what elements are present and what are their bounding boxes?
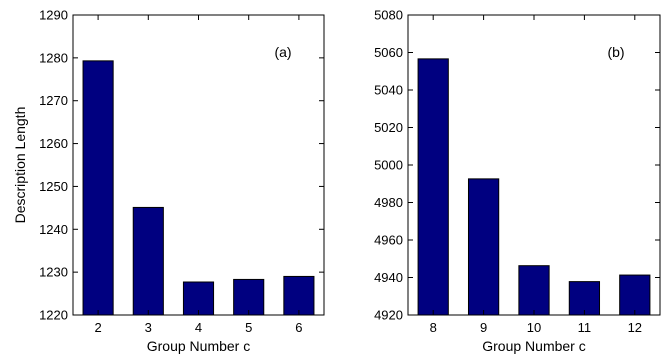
y-tick-label: 1220: [39, 308, 68, 323]
x-tick-label: 3: [145, 320, 152, 335]
bar-12: [619, 274, 651, 316]
y-tick-label: 1280: [39, 50, 68, 65]
x-tick-label: 9: [480, 320, 487, 335]
x-tick-label: 5: [245, 320, 252, 335]
y-tick-label: 5000: [374, 158, 403, 173]
y-tick-label: 1250: [39, 179, 68, 194]
y-tick-label: 4920: [374, 308, 403, 323]
y-tick-label: 1290: [39, 8, 68, 23]
y-tick-label: 4960: [374, 233, 403, 248]
bar-5: [233, 278, 265, 316]
bar-9: [467, 178, 500, 316]
x-axis-label: Group Number c: [482, 338, 585, 354]
y-axis-label: Description Length: [12, 107, 28, 224]
y-tick-label: 5020: [374, 120, 403, 135]
x-axis-label: Group Number c: [147, 338, 250, 354]
y-tick-label: 5080: [374, 8, 403, 23]
y-tick-label: 4940: [374, 270, 403, 285]
y-tick-label: 1270: [39, 93, 68, 108]
panel-tag: (a): [274, 44, 291, 60]
bar-4: [182, 281, 215, 316]
bar-8: [417, 58, 449, 316]
y-tick-label: 5040: [374, 83, 403, 98]
bar-6: [283, 275, 315, 316]
x-tick-label: 6: [295, 320, 302, 335]
bar-10: [518, 265, 550, 316]
chart-panel-b: 4920 4940 4960 4980 5000 5020 5040 5060 5080 8 9 10…: [374, 8, 661, 354]
x-tick-label: 11: [578, 320, 592, 335]
x-tick-label: 2: [94, 320, 101, 335]
y-tick-label: 1230: [39, 265, 68, 280]
x-tick-label: 12: [628, 320, 642, 335]
y-tick-label: 1240: [39, 222, 68, 237]
y-tick-label: 5060: [374, 45, 403, 60]
bar-3: [132, 206, 164, 316]
x-tick-label: 10: [527, 320, 541, 335]
x-tick-label: 4: [195, 320, 202, 335]
panel-tag: (b): [607, 44, 624, 60]
y-tick-label: 1260: [39, 136, 68, 151]
x-tick-label: 8: [430, 320, 437, 335]
bar-2: [82, 60, 114, 316]
bar-11: [568, 281, 601, 316]
chart-panel-a: 1220 1230 1240 1250 1260 1270 1280 1290 2 3 4 5 6 Gro…: [12, 8, 325, 354]
y-tick-label: 4980: [374, 195, 403, 210]
